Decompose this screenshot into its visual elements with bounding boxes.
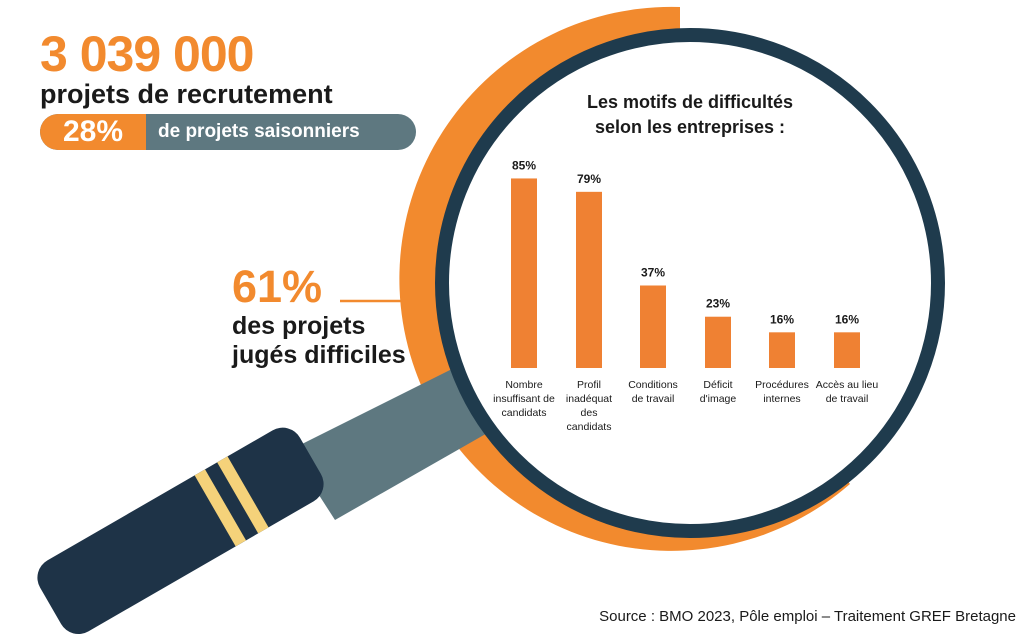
category-label-3-line-0: Déficit — [703, 379, 732, 391]
chart-title-line2: selon les entreprises : — [594, 117, 786, 137]
lens — [435, 28, 945, 538]
category-label-1-line-2: des — [581, 407, 598, 419]
difficult-label-line2: jugés difficiles — [232, 341, 406, 369]
seasonal-pill: 28% de projets saisonniers — [40, 114, 416, 150]
bar-4 — [769, 332, 795, 368]
handle-neck — [290, 360, 510, 520]
seasonal-label: de projets saisonniers — [158, 121, 360, 142]
category-label-4-line-1: internes — [763, 393, 800, 405]
category-label-3-line-1: d'image — [700, 393, 737, 405]
bar-2 — [640, 285, 666, 368]
bar-value-label-2: 37% — [641, 265, 665, 279]
bar-1 — [576, 191, 602, 368]
category-label-0-line-1: insuffisant de — [493, 393, 555, 405]
category-label-0-line-0: Nombre — [505, 379, 543, 391]
chart-title-line1: Les motifs de difficultés — [586, 92, 794, 112]
bar-value-label-1: 79% — [577, 172, 601, 186]
bar-5 — [834, 332, 860, 368]
category-label-5-line-0: Accès au lieu — [816, 379, 879, 391]
category-label-2-line-0: Conditions — [628, 379, 678, 391]
handle — [37, 427, 324, 635]
bar-value-label-3: 23% — [706, 297, 730, 311]
seasonal-percent: 28% — [40, 114, 146, 150]
total-projects-number: 3 039 000 — [40, 26, 254, 82]
source-note: Source : BMO 2023, Pôle emploi – Traitem… — [599, 608, 1016, 625]
category-label-1-line-1: inadéquat — [566, 393, 612, 405]
category-label-5-line-1: de travail — [826, 393, 869, 405]
bar-3 — [705, 316, 731, 368]
category-label-1-line-3: candidats — [567, 421, 612, 433]
difficult-label-line1: des projets — [232, 312, 366, 340]
category-label-0-line-2: candidats — [502, 407, 547, 419]
difficult-percent: 61% — [232, 261, 323, 312]
category-label-4-line-0: Procédures — [755, 379, 809, 391]
total-projects-label: projets de recrutement — [40, 79, 333, 109]
category-label-2-line-1: de travail — [632, 393, 675, 405]
category-label-1-line-0: Profil — [577, 379, 601, 391]
bar-0 — [511, 178, 537, 368]
bar-value-label-5: 16% — [835, 312, 859, 326]
bar-value-label-0: 85% — [512, 158, 536, 172]
bar-value-label-4: 16% — [770, 312, 794, 326]
